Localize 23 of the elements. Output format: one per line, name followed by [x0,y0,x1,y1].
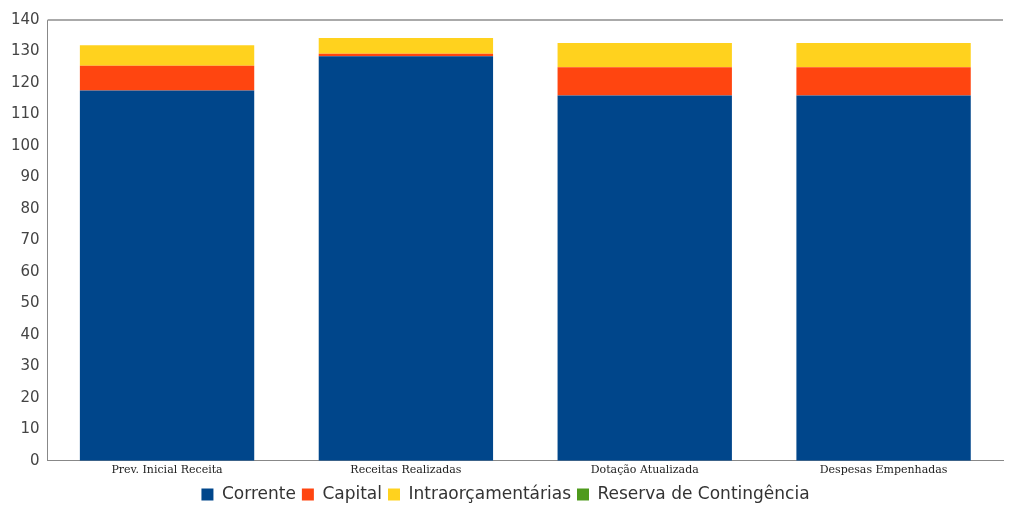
x-tick-label: Despesas Empenhadas [819,463,948,477]
x-tick-label: Prev. Inicial Receita [111,463,224,477]
y-tick-label: 50 [20,293,40,312]
y-tick-label: 10 [20,419,40,438]
y-tick-label: 90 [20,167,40,186]
y-tick-label: 130 [10,41,40,60]
legend-label: Intraorçamentárias [408,482,572,503]
legend-label: Reserva de Contingência [597,482,810,503]
y-tick-label: 20 [20,387,40,406]
y-tick-label: 100 [10,135,40,154]
x-tick-label: Dotação Atualizada [590,463,700,477]
legend-label: Corrente [221,482,296,503]
y-tick-label: 30 [20,356,40,375]
y-tick-label: 110 [10,104,40,123]
x-tick-label: Receitas Realizadas [350,463,462,477]
legend-label: Capital [322,482,382,503]
y-tick-label: 60 [20,261,40,280]
y-tick-label: 140 [10,9,40,28]
y-tick-label: 120 [10,72,40,91]
y-tick-label: 40 [20,324,40,343]
y-tick-label: 80 [20,198,40,217]
y-tick-label: 0 [30,450,40,469]
y-tick-label: 70 [20,230,40,249]
